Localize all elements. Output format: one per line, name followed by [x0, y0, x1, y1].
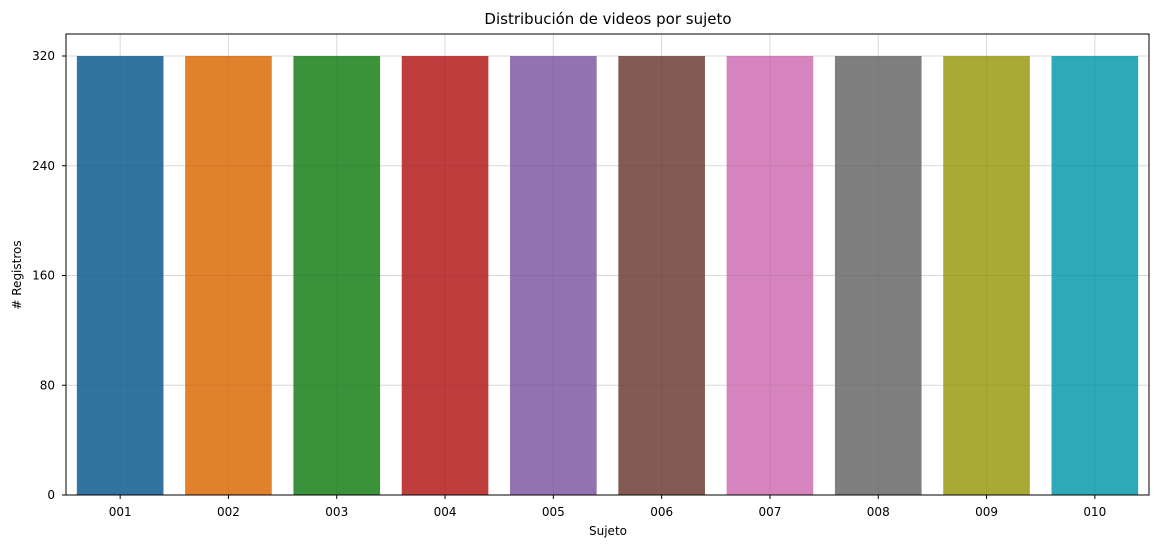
axes: [62, 33, 1150, 499]
chart-title: Distribución de videos por sujeto: [484, 10, 731, 28]
x-axis-label: Sujeto: [589, 524, 627, 538]
bar-008: [834, 56, 922, 495]
y-tick-label: 160: [32, 269, 55, 283]
bar-002: [185, 56, 272, 495]
plot-frame: [65, 33, 1150, 496]
x-tick-label: 006: [650, 505, 673, 519]
y-tick-label: 0: [47, 488, 55, 502]
tick-labels: 0 80 160 240 320 001 002 003 004 005 006 007 008 009 0…: [32, 49, 1106, 519]
bar-001: [76, 56, 164, 495]
bar-007: [726, 56, 814, 495]
y-axis-label: # Registros: [10, 240, 24, 309]
x-tick-label: 003: [325, 505, 348, 519]
x-tick-label: 010: [1083, 505, 1106, 519]
bar-003: [293, 56, 381, 495]
x-tick-label: 007: [758, 505, 781, 519]
bar-005: [510, 56, 597, 495]
y-tick-label: 320: [32, 49, 55, 63]
x-tick-label: 005: [542, 505, 565, 519]
bar-004: [401, 56, 489, 495]
y-tick-label: 80: [40, 378, 55, 392]
x-tick-label: 004: [434, 505, 457, 519]
bars: [66, 34, 1149, 496]
x-tick-label: 002: [217, 505, 240, 519]
x-tick-label: 009: [975, 505, 998, 519]
y-tick-label: 240: [32, 159, 55, 173]
x-tick-label: 001: [109, 505, 132, 519]
x-tick-label: 008: [867, 505, 890, 519]
bar-010: [1051, 56, 1139, 495]
bar-009: [943, 56, 1030, 495]
bar-006: [618, 56, 705, 495]
